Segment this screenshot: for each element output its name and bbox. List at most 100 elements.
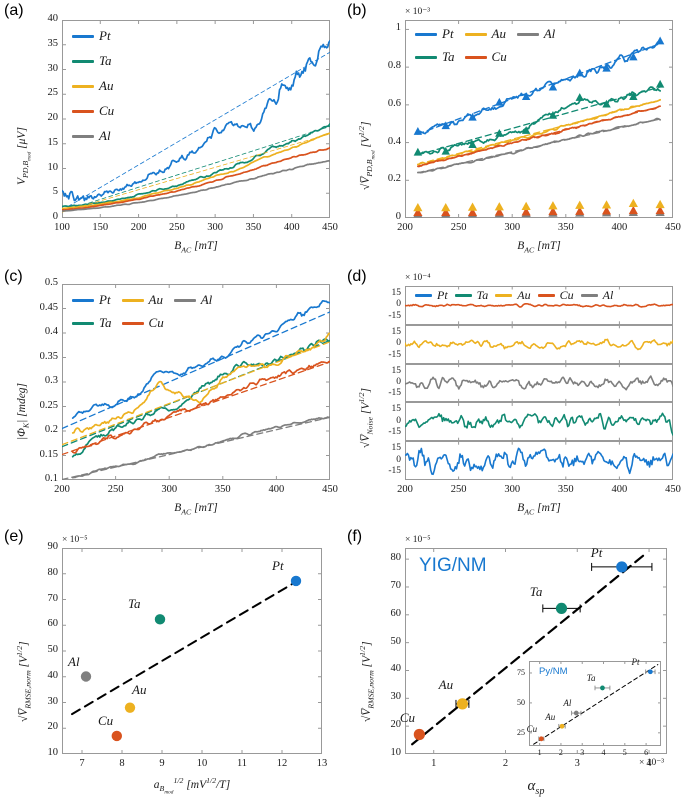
ytick-label: 0.6	[387, 97, 401, 109]
panel-e-axes	[62, 548, 322, 754]
panel-e-point-labels: Pt Ta Al Au Cu	[62, 548, 322, 754]
panel-d-label: (d)	[347, 268, 367, 285]
panel-d-ylabel: √V̅Noise [V1/2]	[357, 388, 375, 448]
ytick-label: 0	[396, 299, 401, 310]
ytick-label: 40	[390, 663, 402, 675]
xtick-label: 10	[196, 758, 208, 769]
xtick-label: 400	[268, 484, 285, 495]
legend-label-al: Al	[602, 288, 614, 302]
legend-item-pt: Pt	[72, 292, 112, 308]
ytick-label: 0	[396, 454, 401, 465]
ytick-label: 0	[396, 415, 401, 426]
inset-xtick-label: 6	[644, 748, 649, 757]
xtick-label: 300	[504, 484, 521, 495]
inset-point-label-pt: Pt	[631, 657, 640, 668]
ytick-label: 0	[395, 211, 401, 222]
xtick-label: 11	[236, 758, 248, 769]
legend-label-al: Al	[543, 26, 556, 41]
xtick-label: 450	[665, 222, 681, 233]
legend-label-pt: Pt	[99, 28, 111, 43]
panel-f-exponent: × 10⁻⁵	[405, 535, 431, 545]
xtick-label: 250	[450, 484, 467, 495]
legend-item-ta: Ta	[72, 315, 112, 331]
legend-swatch-au	[464, 32, 487, 36]
ytick-label: 20	[390, 719, 402, 731]
legend-item-pt: Pt	[415, 288, 448, 303]
panel-e: (e) × 10⁻⁵ 10 20 30 40 50 60 70 80 90 7 8 9 10 11 12 1…	[0, 522, 343, 798]
ytick-label: 15	[391, 288, 402, 299]
inset-ytick-label: 75	[517, 667, 525, 677]
ytick-label: 15	[391, 443, 402, 454]
panel-f-point-labels: Pt Ta Au Cu	[400, 545, 667, 754]
ytick-label: 90	[47, 541, 59, 552]
legend-item-cu: Cu	[464, 49, 507, 65]
ytick-label: -15	[388, 465, 401, 476]
panel-a-ylabel: VPD,Bmod [μV]	[16, 127, 33, 185]
panel-d-xlabel: BAC [mT]	[517, 502, 561, 517]
xtick-label: 350	[557, 222, 574, 233]
xtick-label: 3	[574, 758, 580, 769]
inset-xtick-label: 1	[537, 748, 542, 757]
ytick-label: -15	[388, 427, 401, 438]
ytick-label: 5	[52, 186, 58, 198]
legend-item-cu: Cu	[537, 288, 574, 303]
legend-item-cu: Cu	[121, 315, 164, 331]
legend-swatch-pt	[415, 32, 437, 36]
xtick-label: 8	[119, 758, 125, 769]
ytick-label: 80	[390, 552, 402, 564]
inset-point-label-cu: Cu	[526, 724, 538, 735]
panel-a-xlabel: BAC [mT]	[174, 240, 218, 255]
panel-f-inset-axes	[529, 661, 661, 746]
legend-item-al: Al	[580, 288, 614, 303]
ytick-label: -15	[388, 349, 401, 360]
ytick-label: 10	[47, 747, 59, 758]
panel-a-plot	[62, 20, 330, 218]
xtick-label: 400	[611, 484, 628, 495]
xtick-label: 200	[397, 222, 413, 233]
xtick-label: 12	[276, 758, 288, 769]
legend-swatch-pt	[72, 34, 94, 38]
point-label-al: Al	[68, 653, 80, 669]
legend-label-pt: Pt	[437, 288, 448, 302]
xtick-label: 200	[54, 484, 70, 495]
legend-item-au: Au	[121, 292, 164, 308]
xtick-label: 300	[504, 222, 521, 233]
legend-swatch-al	[516, 32, 539, 36]
panel-f-plot	[405, 548, 667, 754]
ytick-label: 50	[390, 635, 402, 647]
legend-swatch-pt	[72, 298, 94, 302]
ytick-label: 15	[391, 326, 402, 337]
legend-item-ta: Ta	[454, 288, 488, 303]
ytick-label: 0.4	[387, 135, 401, 147]
panel-b-ylabel: √V̅PD,Bmod [V1/2]	[357, 121, 377, 190]
panel-e-ylabel: √V̅RMSE,norm [V1/2]	[15, 641, 33, 722]
ytick-label: 30	[47, 62, 59, 74]
ytick-label: 0	[52, 211, 58, 222]
panel-e-exponent: × 10⁻⁵	[62, 535, 88, 545]
xtick-label: 13	[316, 758, 328, 769]
legend-swatch-au	[72, 84, 94, 88]
legend-item-au: Au	[72, 78, 114, 94]
legend-label-au: Au	[517, 288, 531, 302]
xtick-label: 2	[502, 758, 509, 769]
panel-d-plot	[405, 286, 673, 480]
legend-item-al: Al	[72, 128, 114, 144]
legend-swatch-cu	[121, 321, 144, 325]
panel-d: (d) × 10⁻⁴ 15 0 -15 15 0 -15 15 0 -15 15 0 -15 15 0 -1…	[343, 262, 685, 520]
panel-c-plot	[62, 284, 330, 480]
legend-item-al: Al	[173, 292, 212, 308]
legend-label-ta: Ta	[442, 49, 455, 64]
ytick-label: -15	[388, 388, 401, 399]
point-label-ta: Ta	[128, 595, 141, 611]
point-label-ta: Ta	[529, 583, 543, 599]
panel-c-label: (c)	[4, 268, 23, 285]
panel-f-tag: YIG/NM	[419, 555, 487, 576]
legend-swatch-pt	[415, 294, 432, 297]
panel-e-plot	[62, 548, 322, 754]
ytick-label: 60	[390, 607, 402, 619]
legend-item-al: Al	[516, 26, 556, 42]
panel-b: (b) × 10⁻³ 0 0.2 0.4 0.6 0.8 1 200 250 300 350 40…	[343, 0, 685, 260]
ytick-label: 0.15	[39, 448, 58, 460]
ytick-label: 50	[47, 644, 59, 655]
point-label-cu: Cu	[399, 710, 416, 726]
